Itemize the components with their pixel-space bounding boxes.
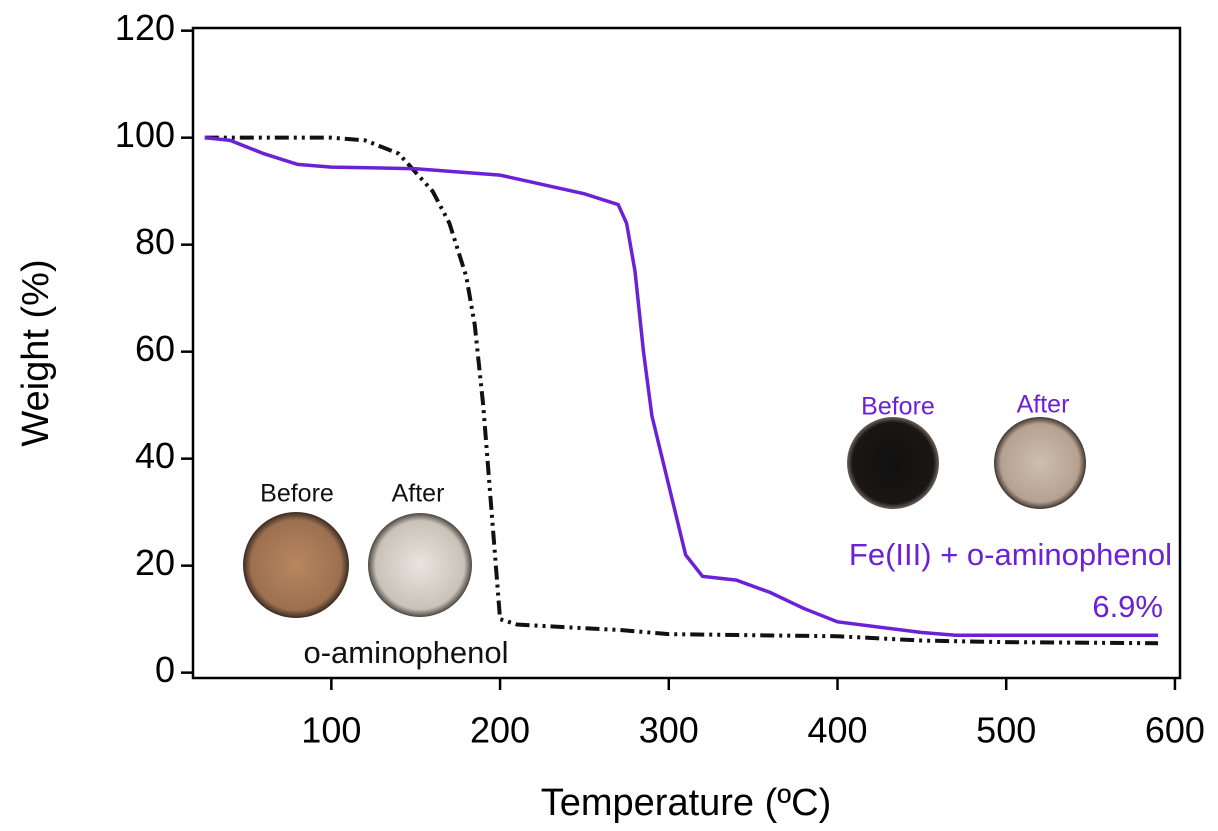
x-tick-label: 100 bbox=[301, 710, 361, 751]
y-tick-label: 80 bbox=[135, 221, 175, 262]
series-label: Fe(III) + o-aminophenol bbox=[849, 537, 1172, 572]
photo-before bbox=[243, 512, 349, 618]
x-tick-label: 300 bbox=[639, 710, 699, 751]
y-tick-label: 60 bbox=[135, 328, 175, 369]
photo-after bbox=[994, 417, 1086, 509]
x-tick-label: 400 bbox=[807, 710, 867, 751]
y-tick-label: 100 bbox=[115, 114, 175, 155]
chart: Temperature (ºC) Weight (%) 0 20 40 60 80 100… bbox=[0, 0, 1218, 831]
annotation: After bbox=[1017, 391, 1070, 419]
y-tick-label: 0 bbox=[155, 649, 175, 690]
x-axis-label: Temperature (ºC) bbox=[541, 782, 832, 824]
y-axis-label: Weight (%) bbox=[15, 259, 57, 446]
annotation: After bbox=[392, 480, 445, 508]
y-tick-label: 20 bbox=[135, 542, 175, 583]
y-tick-label: 40 bbox=[135, 435, 175, 476]
photo-after bbox=[368, 513, 472, 617]
annotation: Before bbox=[861, 393, 935, 421]
x-tick-label: 500 bbox=[976, 710, 1036, 751]
x-tick-label: 600 bbox=[1145, 710, 1205, 751]
annotation: 6.9% bbox=[1092, 589, 1163, 624]
series-label: o-aminophenol bbox=[303, 635, 508, 670]
x-tick-label: 200 bbox=[470, 710, 530, 751]
y-tick-label: 120 bbox=[115, 7, 175, 48]
photo-before bbox=[847, 417, 939, 509]
annotation: Before bbox=[260, 480, 334, 508]
